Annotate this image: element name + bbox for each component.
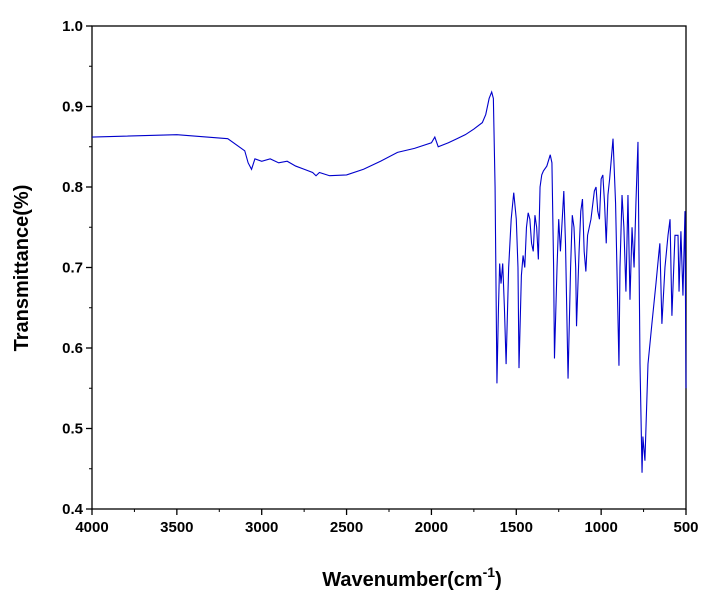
y-tick-label: 0.6 (62, 340, 83, 357)
spectrum-line (91, 90, 687, 473)
plot-frame (91, 25, 687, 510)
x-tick-label: 3500 (160, 519, 193, 536)
x-axis-label-text: Wavenumber(cm (322, 569, 482, 591)
x-axis-label: Wavenumber(cm-1) (322, 564, 502, 591)
y-tick-label: 0.5 (62, 421, 83, 438)
x-tick-label: 500 (673, 519, 698, 536)
x-tick-label: 4000 (75, 519, 108, 536)
y-tick-label: 0.4 (62, 501, 84, 518)
x-tick-label: 2000 (415, 519, 448, 536)
y-axis-label: Transmittance(%) (11, 185, 33, 352)
x-axis-label-end: ) (495, 569, 502, 591)
y-tick-label: 0.7 (62, 260, 83, 277)
y-tick-label: 1.0 (62, 18, 83, 35)
x-tick-label: 3000 (245, 519, 278, 536)
x-tick-label: 1000 (584, 519, 617, 536)
x-axis-label-sup: -1 (483, 564, 496, 580)
x-tick-label: 2500 (330, 519, 363, 536)
y-tick-label: 0.8 (62, 179, 83, 196)
x-tick-label: 1500 (500, 519, 533, 536)
y-tick-label: 0.9 (62, 99, 83, 116)
